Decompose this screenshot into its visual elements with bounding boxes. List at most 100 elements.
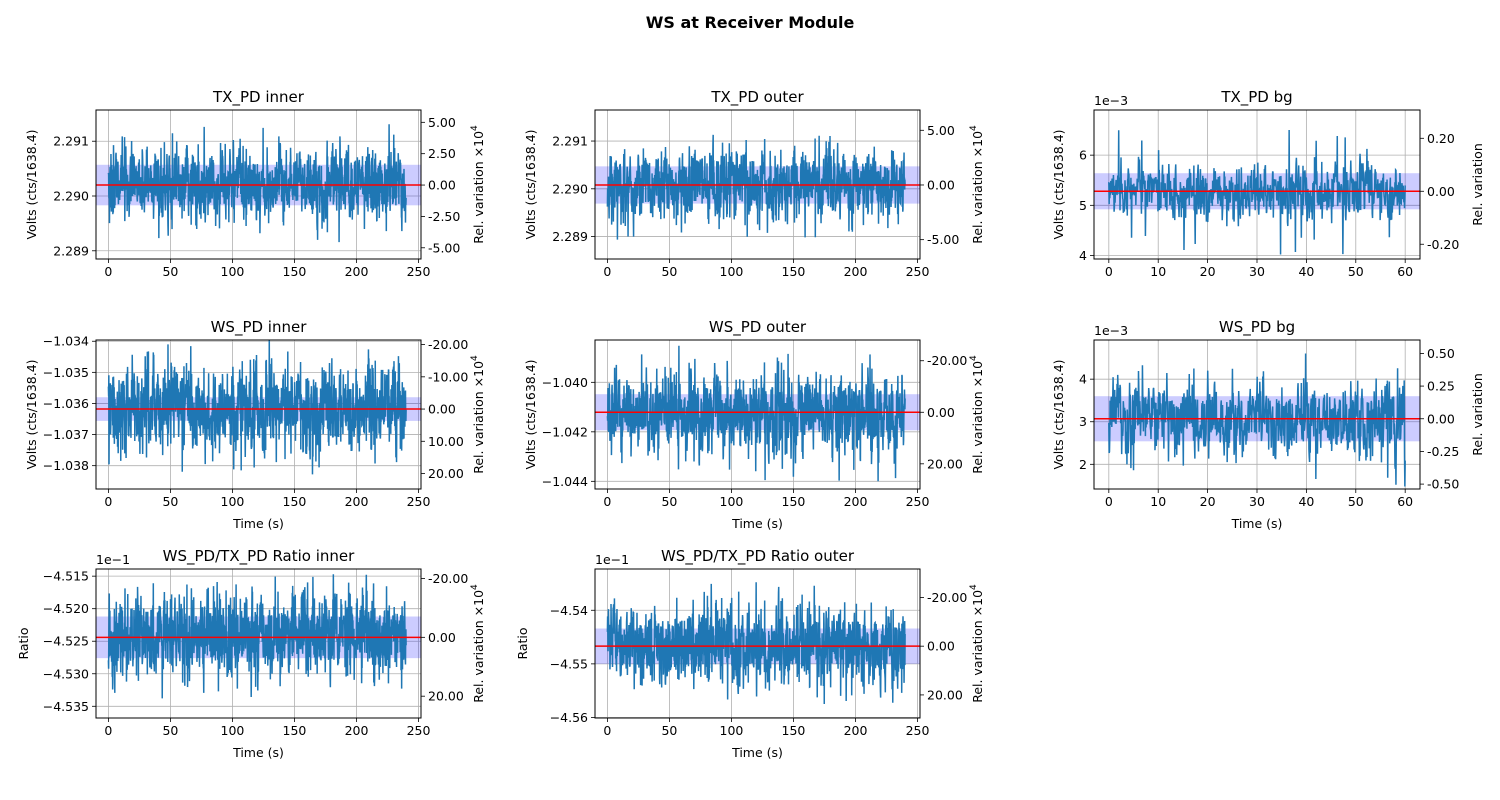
x-tick-label: 50 — [162, 494, 178, 509]
y-axis-label: Ratio — [16, 627, 31, 659]
x-tick-label: 0 — [104, 723, 112, 738]
y-tick-label: 2 — [1079, 457, 1087, 472]
y-axis-label: Volts (cts/1638.4) — [1051, 359, 1066, 469]
y-tick-label: 2.290 — [552, 181, 588, 196]
right-tick-label: 20.00 — [927, 456, 963, 471]
right-tick-label: 0.20 — [1427, 131, 1455, 146]
x-tick-label: 0 — [104, 264, 112, 279]
x-tick-label: 200 — [844, 494, 868, 509]
right-tick-label: 20.00 — [428, 689, 464, 704]
offset-text: 1e−3 — [1094, 93, 1128, 108]
right-tick-label: 0.00 — [927, 639, 955, 654]
right-tick-label: -5.00 — [927, 232, 959, 247]
x-tick-label: 100 — [221, 723, 245, 738]
x-tick-label: 50 — [661, 264, 677, 279]
right-axis-label-exponent: 4 — [969, 125, 979, 131]
y-axis-label: Ratio — [515, 627, 530, 659]
right-tick-label: -0.25 — [1427, 444, 1459, 459]
x-tick-label: 200 — [844, 723, 868, 738]
y-tick-label: 2.289 — [53, 243, 89, 258]
x-tick-label: 100 — [720, 723, 744, 738]
y-tick-label: 6 — [1079, 148, 1087, 163]
x-tick-label: 30 — [1249, 494, 1265, 509]
y-tick-label: 4 — [1079, 248, 1087, 263]
x-axis-label: Time (s) — [731, 516, 783, 531]
x-tick-label: 40 — [1298, 494, 1314, 509]
y-axis-label: Volts (cts/1638.4) — [523, 359, 538, 469]
x-tick-label: 20 — [1200, 264, 1216, 279]
right-axis-label-text: Rel. variation ×10 — [471, 590, 486, 703]
y-tick-label: −1.038 — [43, 458, 89, 473]
x-tick-label: 100 — [221, 494, 245, 509]
y-tick-label: −4.55 — [550, 656, 588, 671]
x-tick-label: 50 — [661, 723, 677, 738]
y-axis-label: Volts (cts/1638.4) — [1051, 129, 1066, 239]
x-tick-label: 250 — [906, 264, 930, 279]
right-axis-label: Rel. variation ×104 — [969, 125, 985, 244]
subplot-3: 0 50 100 150 200 250 −1.038 −1.037 −1.036 −1.035 −… — [24, 318, 486, 531]
data-series-line — [107, 340, 407, 475]
x-tick-label: 150 — [782, 494, 806, 509]
right-axis-label-text: Rel. variation ×10 — [471, 131, 486, 244]
subplot-title: WS_PD/TX_PD Ratio inner — [163, 547, 355, 566]
y-axis-label: Volts (cts/1638.4) — [24, 359, 39, 469]
data-series-line — [1108, 130, 1406, 255]
x-tick-label: 30 — [1249, 264, 1265, 279]
x-tick-label: 200 — [345, 264, 369, 279]
right-axis-label: Rel. variation ×104 — [470, 125, 486, 244]
right-tick-label: 0.00 — [927, 405, 955, 420]
y-tick-label: −4.535 — [43, 699, 89, 714]
x-tick-label: 60 — [1397, 494, 1413, 509]
right-tick-label: -0.20 — [1427, 237, 1459, 252]
y-tick-label: −1.044 — [542, 474, 588, 489]
right-axis-label: Rel. variation ×104 — [969, 584, 985, 703]
offset-text: 1e−3 — [1094, 323, 1128, 338]
right-tick-label: 0.00 — [428, 402, 456, 417]
right-tick-label: 0.00 — [927, 177, 955, 192]
axes-frame — [95, 568, 422, 719]
right-axis-label-text: Rel. variation ×10 — [471, 361, 486, 474]
x-tick-label: 0 — [603, 264, 611, 279]
right-tick-label: -20.00 — [428, 337, 468, 352]
right-axis-label: Rel. variation — [1470, 143, 1485, 226]
subplot-2: 0 10 20 30 40 50 60 4 5 6 0.20 0.00 -0.20 TX_PD bg 1e−… — [1051, 88, 1485, 279]
right-axis-label-exponent: 4 — [470, 125, 480, 131]
y-tick-label: 3 — [1079, 414, 1087, 429]
subplot-6: 0 50 100 150 200 250 −4.535 −4.530 −4.525 −4.520 −… — [16, 547, 486, 760]
right-axis-label-exponent: 4 — [969, 355, 979, 361]
right-tick-label: 2.50 — [428, 146, 456, 161]
data-series-line — [606, 134, 906, 240]
subplot-title: WS_PD bg — [1219, 318, 1295, 337]
y-tick-label: −4.56 — [550, 710, 588, 725]
x-tick-label: 100 — [221, 264, 245, 279]
y-tick-label: −1.040 — [542, 375, 588, 390]
y-tick-label: −4.525 — [43, 634, 89, 649]
subplot-title: TX_PD inner — [212, 88, 305, 107]
right-tick-label: -10.00 — [428, 369, 468, 384]
right-axis-label-text: Rel. variation ×10 — [970, 131, 985, 244]
y-tick-label: 2.290 — [53, 189, 89, 204]
x-tick-label: 0 — [603, 723, 611, 738]
y-tick-label: 2.291 — [53, 134, 89, 149]
offset-text: 1e−1 — [96, 552, 130, 567]
subplot-title: WS_PD outer — [709, 318, 807, 337]
data-series-line — [107, 574, 407, 699]
subplot-0: 0 50 100 150 200 250 2.289 2.290 2.291 5.00 2.50 0.… — [24, 88, 486, 279]
x-tick-label: 150 — [283, 723, 307, 738]
axes-frame — [95, 339, 422, 490]
x-tick-label: 50 — [1348, 494, 1364, 509]
right-axis-label-exponent: 4 — [969, 584, 979, 590]
x-tick-label: 100 — [720, 494, 744, 509]
right-tick-label: -5.00 — [428, 240, 460, 255]
x-tick-label: 0 — [603, 494, 611, 509]
figure-title: WS at Receiver Module — [645, 13, 855, 32]
y-axis-label: Volts (cts/1638.4) — [24, 129, 39, 239]
y-tick-label: −1.035 — [43, 365, 89, 380]
right-tick-label: -0.50 — [1427, 477, 1459, 492]
data-series-line — [107, 124, 407, 243]
subplot-4: 0 50 100 150 200 250 −1.044 −1.042 −1.040 20.00 0.… — [523, 318, 985, 531]
x-tick-label: 250 — [407, 264, 431, 279]
right-axis-label-exponent: 4 — [470, 584, 480, 590]
axes-frame — [594, 109, 921, 260]
x-tick-label: 0 — [104, 494, 112, 509]
